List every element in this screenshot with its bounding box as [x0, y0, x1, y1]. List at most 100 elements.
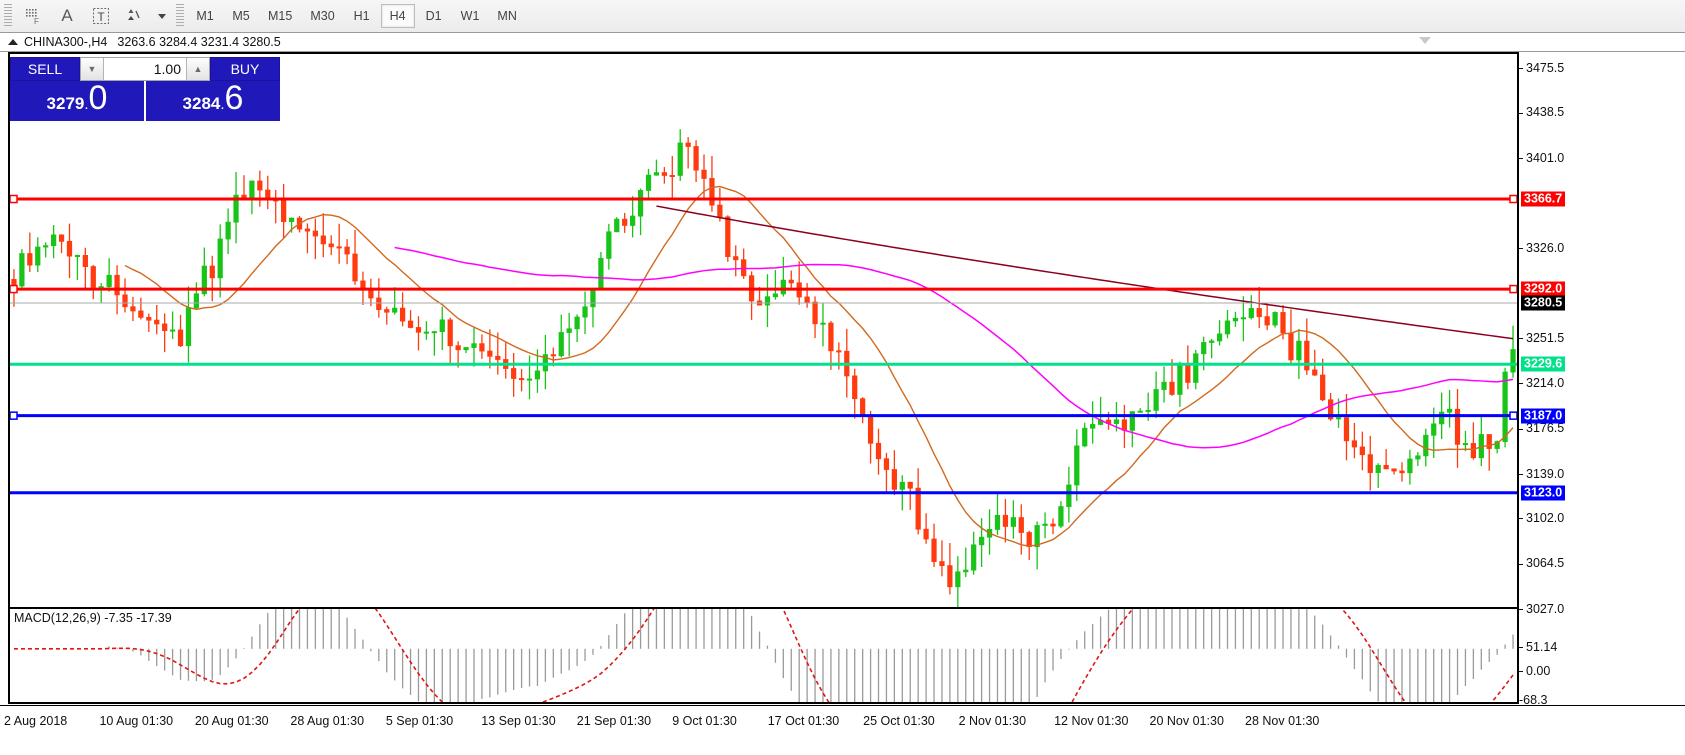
- level-handle-left[interactable]: [10, 284, 18, 294]
- candle-body: [566, 328, 572, 333]
- candle-body: [915, 487, 921, 530]
- macd-tick-label: 51.14: [1526, 640, 1558, 654]
- tick-mark: [1519, 68, 1523, 70]
- macd-indicator-pane[interactable]: MACD(12,26,9) -7.35 -17.39: [8, 607, 1519, 704]
- timeframe-button-m30[interactable]: M30: [310, 9, 335, 23]
- candle-body: [1320, 374, 1326, 401]
- timeframe-button-m15[interactable]: M15: [268, 9, 293, 23]
- level-handle-left[interactable]: [10, 194, 18, 204]
- candle-body: [1066, 484, 1072, 507]
- level-handle-right[interactable]: [1509, 411, 1517, 420]
- price-level-label-3123-0[interactable]: 3123.0: [1521, 485, 1566, 501]
- macd-axis[interactable]: 51.14 0.00 -68.3: [1519, 607, 1685, 707]
- price-tick-label: 3102.0: [1526, 511, 1565, 526]
- timeframe-button-m5[interactable]: M5: [232, 9, 250, 23]
- sell-price-display[interactable]: 3279 . 0: [10, 81, 146, 121]
- candle-body: [1240, 317, 1246, 320]
- price-axis[interactable]: 3475.5 3438.5 3401.0 3326.0 3251.5 3214.0 3176…: [1519, 52, 1685, 625]
- candle-body: [1034, 525, 1040, 548]
- main-toolbar: F A T M1 M5 M15 M30 H1 H4 D1 W1 MN: [0, 0, 1685, 33]
- volume-decrease-button[interactable]: ▼: [81, 58, 104, 80]
- ma-fast-line: [124, 185, 1514, 547]
- candle-body: [622, 218, 628, 226]
- candle-body: [931, 538, 937, 562]
- volume-input[interactable]: 1.00: [104, 58, 186, 80]
- candle-body: [225, 221, 231, 240]
- candle-body: [27, 253, 33, 266]
- level-handle-right[interactable]: [1509, 194, 1517, 204]
- candle-body: [249, 180, 255, 198]
- buy-button[interactable]: BUY: [210, 57, 280, 81]
- candle-body: [978, 536, 985, 546]
- text-label-icon[interactable]: A: [50, 2, 84, 30]
- window-collapse-icon[interactable]: [1419, 37, 1431, 44]
- price-level-label-3187-0[interactable]: 3187.0: [1521, 408, 1566, 424]
- volume-increase-button[interactable]: ▲: [186, 58, 209, 80]
- candle-body: [487, 350, 493, 357]
- candle-body: [780, 279, 786, 295]
- tick-mark: [1519, 338, 1523, 340]
- macd-tick: 0.00: [1519, 664, 1550, 678]
- price-tick: 3251.5: [1519, 331, 1564, 345]
- text-box-icon[interactable]: T: [84, 2, 118, 30]
- timeframe-button-h4[interactable]: H4: [380, 4, 415, 28]
- candle-body: [1185, 364, 1191, 383]
- price-tick-label: 3401.0: [1526, 150, 1565, 165]
- candle-body: [1058, 506, 1064, 527]
- candle-body: [1335, 417, 1342, 420]
- timeframe-button-mn[interactable]: MN: [497, 9, 517, 23]
- price-level-label-3366-7[interactable]: 3366.7: [1521, 191, 1566, 207]
- time-axis[interactable]: 2 Aug 2018 10 Aug 01:30 20 Aug 01:30 28 Aug…: [0, 705, 1685, 755]
- candle-body: [1224, 320, 1231, 335]
- price-level-label-3292-0[interactable]: 3292.0: [1521, 281, 1566, 297]
- candle-body: [606, 231, 612, 259]
- candle-body: [653, 172, 660, 176]
- timeframe-button-d1[interactable]: D1: [425, 9, 442, 23]
- candle-body: [891, 469, 897, 490]
- volume-value: 1.00: [153, 61, 181, 77]
- sell-button[interactable]: SELL: [10, 57, 80, 81]
- candle-body: [1002, 514, 1009, 527]
- candle-body: [701, 169, 707, 179]
- candle-body: [1502, 371, 1508, 442]
- candle-body: [1454, 408, 1461, 445]
- tick-mark: [1519, 518, 1523, 520]
- candle-body: [1431, 423, 1437, 436]
- candle-body: [550, 354, 556, 357]
- candle-body: [772, 293, 779, 298]
- timeframe-button-m1[interactable]: M1: [196, 9, 214, 23]
- candle-body: [320, 235, 326, 245]
- price-level-label-3229-6[interactable]: 3229.6: [1521, 356, 1566, 372]
- candle-body: [177, 329, 184, 347]
- candle-body: [1494, 441, 1500, 449]
- one-click-trading-panel[interactable]: SELL ▼ 1.00 ▲ BUY 3279 . 0: [10, 57, 280, 121]
- toolbar-grip-1[interactable]: [4, 4, 12, 28]
- buy-price-display[interactable]: 3284 . 6: [146, 81, 280, 121]
- level-handle-right[interactable]: [1509, 284, 1517, 294]
- sell-price-dot: .: [84, 96, 89, 113]
- candle-body: [1082, 427, 1088, 447]
- objects-dropdown-caret[interactable]: [152, 2, 172, 30]
- candle-body: [82, 254, 88, 268]
- candle-body: [138, 310, 144, 318]
- candle-body: [1312, 369, 1318, 376]
- volume-stepper[interactable]: ▼ 1.00 ▲: [80, 57, 210, 81]
- candle-body: [994, 514, 1001, 530]
- triangle-up-icon[interactable]: [8, 39, 18, 45]
- objects-icon[interactable]: [118, 2, 152, 30]
- toolbar-grip-2[interactable]: [176, 4, 184, 28]
- level-handle-left[interactable]: [10, 411, 18, 420]
- time-tick-label: 28 Aug 01:30: [290, 714, 365, 728]
- timeframe-button-w1[interactable]: W1: [460, 9, 480, 23]
- candle-body: [582, 306, 588, 318]
- crosshair-f-icon[interactable]: F: [16, 2, 50, 30]
- price-level-label-3280-5[interactable]: 3280.5: [1521, 295, 1566, 311]
- tick-mark: [1519, 647, 1523, 649]
- candle-body: [304, 228, 311, 232]
- candle-body: [146, 316, 152, 321]
- price-chart-pane[interactable]: [8, 52, 1519, 625]
- candle-body: [645, 174, 652, 191]
- candle-body: [1486, 434, 1492, 449]
- timeframe-button-h1[interactable]: H1: [353, 9, 370, 23]
- candle-body: [74, 254, 81, 257]
